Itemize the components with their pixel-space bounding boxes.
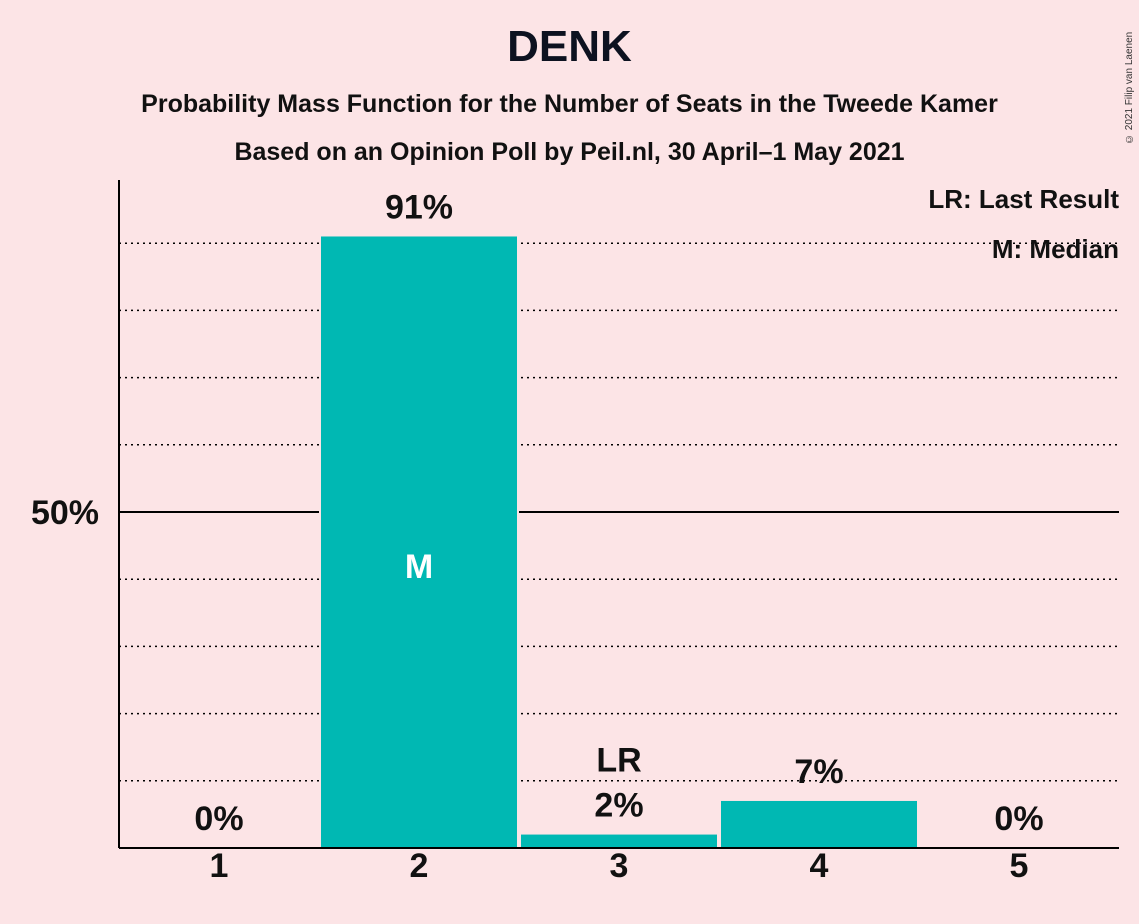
bars: [319, 234, 919, 849]
value-label-3: 2%: [594, 787, 643, 825]
x-tick-label-5: 5: [1010, 847, 1029, 885]
x-tick-label-3: 3: [610, 847, 629, 885]
x-tick-label-2: 2: [410, 847, 429, 885]
chart-subtitle: Probability Mass Function for the Number…: [141, 90, 998, 118]
median-marker: M: [405, 548, 433, 586]
last-result-marker: LR: [596, 742, 641, 780]
bar-3: [521, 834, 717, 848]
gridlines: [119, 242, 1119, 782]
chart-title: DENK: [507, 22, 632, 71]
legend-median: M: Median: [991, 234, 1119, 264]
axes: 50%: [31, 180, 1119, 849]
y-tick-label: 50%: [31, 494, 99, 532]
x-tick-label-1: 1: [210, 847, 229, 885]
value-label-5: 0%: [994, 800, 1043, 838]
labels: 0% 1 91% 2 M 2% 3 LR 7% 4 0% 5: [194, 188, 1043, 885]
legend-last-result: LR: Last Result: [928, 184, 1119, 214]
chart-source: Based on an Opinion Poll by Peil.nl, 30 …: [234, 138, 905, 166]
x-tick-label-4: 4: [810, 847, 829, 885]
value-label-2: 91%: [385, 188, 453, 226]
bar-4: [721, 800, 917, 848]
bar-2: [321, 236, 517, 849]
value-label-1: 0%: [194, 800, 243, 838]
value-label-4: 7%: [794, 753, 843, 791]
